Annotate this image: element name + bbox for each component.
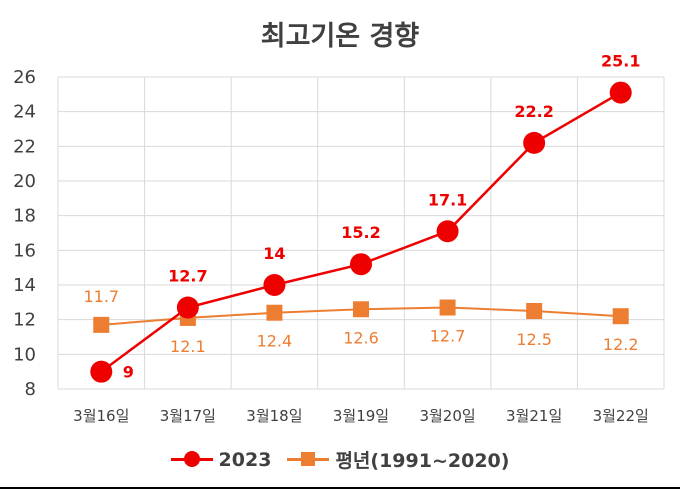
data-label-2023: 15.2 (341, 223, 380, 242)
data-label-normal: 12.5 (516, 330, 552, 349)
data-label-2023: 14 (263, 244, 285, 263)
data-label-normal: 11.7 (83, 287, 119, 306)
y-tick-label: 18 (13, 206, 36, 227)
data-point-2023 (90, 360, 113, 383)
data-point-2023 (350, 253, 372, 276)
legend-label-normal: 평년(1991~2020) (335, 450, 510, 472)
data-label-2023: 17.1 (428, 190, 467, 209)
x-tick-label: 3월22일 (593, 407, 649, 425)
legend-line-circle-icon (170, 451, 213, 467)
chart-title: 최고기온 경향 (260, 21, 420, 52)
legend-label-2023: 2023 (218, 448, 272, 471)
y-tick-label: 16 (13, 240, 36, 261)
data-label-normal: 12.7 (430, 327, 466, 346)
plot-area: 8 10 12 14 16 18 20 22 24 26 3월16일 3월17일 3월18일 3월19일… (13, 52, 665, 425)
data-point-normal (93, 316, 110, 333)
data-label-normal: 12.1 (170, 337, 206, 356)
y-tick-label: 12 (13, 310, 36, 331)
data-label-normal: 12.6 (343, 328, 379, 347)
legend: 2023 평년(1991~2020) (0, 446, 680, 473)
data-point-2023 (436, 220, 459, 243)
data-point-2023 (176, 296, 199, 319)
bottom-divider (0, 487, 680, 489)
y-tick-label: 24 (13, 102, 36, 123)
data-label-2023: 12.7 (168, 267, 207, 286)
y-tick-label: 10 (13, 344, 36, 365)
data-label-normal: 12.2 (603, 335, 639, 354)
x-tick-label: 3월20일 (419, 407, 475, 425)
legend-line-square-icon (287, 452, 330, 466)
data-point-normal (439, 299, 456, 316)
y-tick-label: 8 (25, 379, 36, 400)
legend-item-normal: 평년(1991~2020) (287, 446, 509, 473)
x-tick-label: 3월19일 (333, 407, 389, 425)
y-tick-label: 26 (13, 67, 36, 88)
data-point-normal (266, 304, 283, 321)
data-point-normal (526, 303, 543, 319)
data-point-2023 (263, 274, 286, 296)
legend-item-2023: 2023 (170, 448, 272, 471)
square-marker-icon (301, 452, 316, 466)
data-label-2023: 22.2 (514, 102, 553, 121)
x-tick-label: 3월18일 (246, 407, 302, 425)
data-point-normal (612, 308, 629, 325)
circle-marker-icon (183, 451, 200, 467)
y-tick-label: 14 (13, 275, 36, 296)
data-label-2023: 9 (123, 363, 134, 382)
data-point-normal (353, 301, 369, 318)
x-tick-label: 3월16일 (73, 407, 129, 425)
x-tick-label: 3월17일 (160, 407, 216, 425)
data-label-2023: 25.1 (601, 52, 640, 71)
y-tick-label: 22 (13, 136, 36, 157)
data-point-2023 (523, 131, 546, 154)
data-point-2023 (609, 81, 632, 104)
y-tick-label: 20 (13, 171, 36, 192)
data-label-normal: 12.4 (257, 332, 293, 351)
x-tick-label: 3월21일 (506, 407, 562, 425)
